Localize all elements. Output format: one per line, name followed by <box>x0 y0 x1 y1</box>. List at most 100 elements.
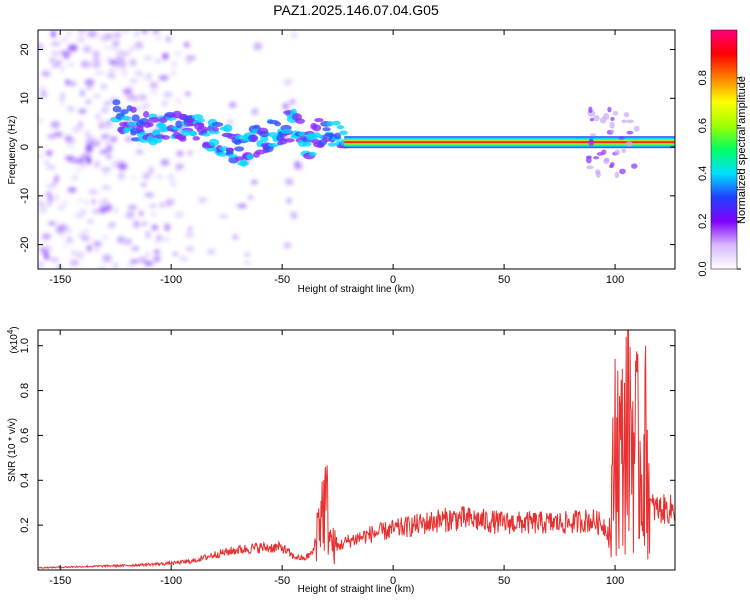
spectrogram-noise-blob <box>251 108 259 115</box>
spectrogram-noise-blob <box>206 248 216 255</box>
spectrogram-noise-blob <box>165 36 172 43</box>
spectrogram-noise-blob <box>71 174 78 181</box>
spectrogram-tone-blob <box>610 162 615 167</box>
spectrogram-tone-blob <box>192 136 201 141</box>
spectrogram-noise-blob <box>169 180 177 188</box>
spectrogram-noise-blob <box>100 207 107 215</box>
spectrogram-tone-blob <box>588 106 593 114</box>
spectrogram-noise-blob <box>174 50 182 57</box>
spectrogram-noise-blob <box>138 93 147 102</box>
spectrogram-noise-blob <box>76 37 86 42</box>
colorbar: 0.0 0.2 0.4 0.6 0.8 Normalized spectral ampl… <box>697 29 748 277</box>
spectrogram-noise-blob <box>111 46 119 51</box>
spectrogram-noise-blob <box>46 150 53 156</box>
snr-multiplier-close: ) <box>9 326 20 329</box>
spectrogram-tone-blob <box>614 149 621 156</box>
spectrogram-tone-blob <box>326 121 334 127</box>
spectrogram-tone-blob <box>250 134 257 143</box>
spectrogram-y-tick-label: -10 <box>19 188 31 204</box>
spectrogram-noise-blob <box>104 101 111 106</box>
spectrogram-tone-blob <box>610 116 615 122</box>
spectrogram-noise-blob <box>186 58 191 65</box>
spectrogram-noise-blob <box>175 97 182 105</box>
spectrogram-x-tick-label: 100 <box>606 274 624 286</box>
spectrogram-tone-blob <box>621 119 627 124</box>
spectrogram-noise-blob <box>41 70 51 77</box>
spectrogram-noise-blob <box>38 43 44 50</box>
spectrogram-noise-blob <box>285 178 294 186</box>
spectrogram-noise-blob <box>57 59 62 67</box>
spectrogram-noise-blob <box>163 91 173 98</box>
spectrogram-noise-blob <box>87 218 94 224</box>
spectrogram-noise-blob <box>60 92 65 100</box>
spectrogram-noise-blob <box>78 109 87 114</box>
spectrogram-noise-blob <box>286 198 292 204</box>
spectrogram-noise-blob <box>115 59 124 67</box>
spectrogram-tone-blob <box>327 142 337 147</box>
spectrogram-noise-blob <box>94 71 105 75</box>
spectrogram-tone-blob <box>143 110 150 118</box>
spectrogram-tone-blob <box>223 124 233 133</box>
spectrogram-noise-blob <box>51 180 57 186</box>
spectrogram-noise-blob <box>103 46 113 50</box>
spectrogram-noise-blob <box>104 33 114 40</box>
spectrogram-noise-blob <box>82 236 93 241</box>
spectrogram-noise-blob <box>127 205 138 210</box>
colorbar-gradient <box>710 29 738 270</box>
spectrogram-tone-blob <box>314 118 324 123</box>
snr-x-ticks: -150 -100 -50 0 50 100 <box>49 330 624 587</box>
spectrogram-tone-blob <box>618 136 625 140</box>
spectrogram-y-tick-label: -20 <box>19 237 31 253</box>
spectrogram-noise-blob <box>232 234 239 240</box>
spectrogram-noise-blob <box>167 173 175 180</box>
spectrogram-noise-blob <box>146 72 152 81</box>
snr-plot-area <box>38 330 675 570</box>
spectrogram-noise-blob <box>152 30 160 35</box>
spectrogram-tone-blob <box>234 146 245 152</box>
spectrogram-noise-blob <box>54 175 59 183</box>
spectrogram-noise-blob <box>67 157 78 164</box>
spectrogram-noise-blob <box>94 140 103 144</box>
spectrogram-tone-blob <box>131 114 140 122</box>
spectrogram-noise-blob <box>67 62 76 66</box>
spectrogram-tone-blob <box>258 131 270 138</box>
spectrogram-noise-blob <box>53 132 63 137</box>
spectrogram-noise-blob <box>158 75 169 81</box>
snr-series-line <box>38 330 675 569</box>
spectrogram-tone-blob <box>621 148 627 154</box>
spectrogram-noise-blob <box>102 254 112 263</box>
spectrogram-tone-blob <box>211 122 224 127</box>
spectrogram-tone-blob <box>234 134 245 140</box>
spectrogram-tone-blob <box>260 135 269 143</box>
spectrogram-noise-blob <box>38 153 43 158</box>
snr-y-tick-label: 0.8 <box>19 383 31 398</box>
spectrogram-noise-blob <box>91 58 101 64</box>
spectrogram-noise-blob <box>99 121 104 130</box>
spectrogram-noise-blob <box>197 197 208 203</box>
spectrogram-tone-blob <box>609 129 615 134</box>
snr-y-tick-label: 0.4 <box>19 473 31 488</box>
snr-y-tick-label: 1.0 <box>19 338 31 353</box>
spectrogram-noise-blob <box>140 183 147 187</box>
spectrogram-noise-blob <box>155 234 163 242</box>
spectrogram-noise-blob <box>144 192 154 198</box>
spectrogram-tone-blob <box>585 156 592 164</box>
colorbar-tick-label: 0.0 <box>697 261 709 276</box>
spectrogram-noise-blob <box>187 150 193 156</box>
snr-y-ticks: 0.2 0.4 0.6 0.8 1.0 <box>19 338 675 533</box>
spectrogram-noise-blob <box>76 251 85 259</box>
spectrogram-noise-blob <box>117 162 128 171</box>
spectrogram-noise-blob <box>103 169 109 177</box>
spectrogram-noise-blob <box>92 94 102 98</box>
spectrogram-noise-blob <box>185 91 191 97</box>
spectrogram-noise-blob <box>247 194 253 201</box>
spectrogram-tone-blob <box>614 171 620 179</box>
spectrogram-noise-blob <box>159 202 165 208</box>
spectrogram-noise-blob <box>226 119 235 126</box>
spectrogram-noise-blob <box>162 237 172 242</box>
spectrogram-noise-blob <box>171 61 178 68</box>
spectrogram-noise-blob <box>110 65 120 70</box>
spectrogram-y-tick-label: 0 <box>19 144 31 150</box>
spectrogram-noise-blob <box>94 248 101 252</box>
